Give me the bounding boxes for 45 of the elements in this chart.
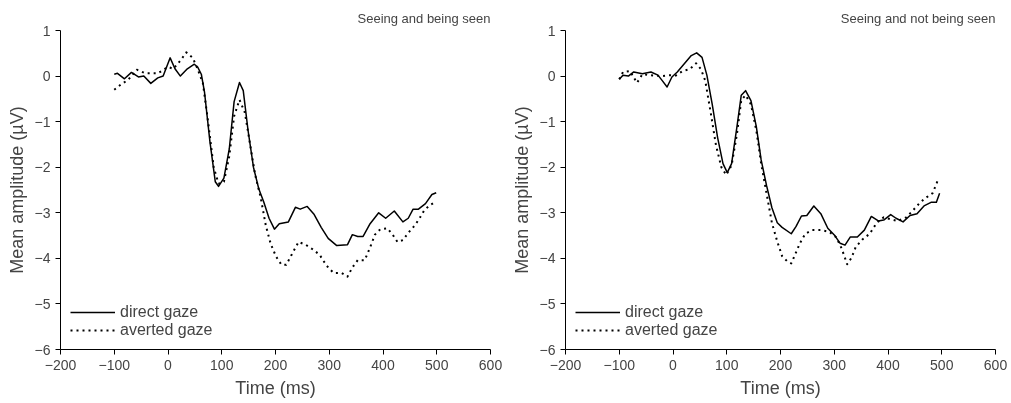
y-tick-label: 0: [42, 68, 51, 85]
y-tick-label: −1: [34, 113, 51, 130]
y-tick-label: −1: [539, 113, 556, 130]
x-tick-label: −100: [98, 356, 131, 373]
y-tick-label: −5: [539, 295, 556, 312]
legend-label: averted gaze: [120, 321, 213, 339]
legend-label: direct gaze: [120, 303, 199, 321]
y-axis-title: Mean amplitude (µV): [511, 106, 532, 274]
x-axis-title: Time (ms): [740, 377, 821, 398]
y-tick-label: −5: [34, 295, 51, 312]
x-tick-label: −100: [603, 356, 636, 373]
y-tick-label: −4: [34, 250, 51, 267]
legend-label: direct gaze: [625, 303, 704, 321]
x-tick-label: −200: [549, 356, 582, 373]
chart-title: Seeing and being seen: [357, 10, 491, 26]
x-tick-label: 500: [425, 356, 449, 373]
x-axis-title: Time (ms): [235, 377, 316, 398]
x-tick-label: 600: [478, 356, 503, 373]
x-tick-label: 100: [715, 356, 739, 373]
chart-title: Seeing and not being seen: [840, 10, 996, 26]
x-tick-label: 400: [371, 356, 395, 373]
y-axis-title: Mean amplitude (µV): [6, 106, 27, 274]
y-tick-label: 1: [547, 22, 556, 39]
x-tick-label: 200: [768, 356, 793, 373]
x-tick-label: 0: [164, 356, 173, 373]
x-tick-label: 300: [822, 356, 847, 373]
y-tick-label: −3: [539, 204, 556, 221]
y-tick-label: 0: [547, 68, 556, 85]
y-tick-label: −2: [539, 159, 556, 176]
legend-label: averted gaze: [625, 321, 718, 339]
y-tick-label: −2: [34, 159, 51, 176]
y-tick-label: 1: [42, 22, 51, 39]
x-tick-label: 400: [876, 356, 900, 373]
x-tick-label: 300: [317, 356, 342, 373]
y-tick-label: −4: [539, 250, 556, 267]
x-tick-label: 600: [983, 356, 1008, 373]
y-tick-label: −6: [34, 341, 51, 358]
y-tick-label: −6: [539, 341, 556, 358]
line-series: [113, 51, 436, 278]
x-tick-label: 500: [930, 356, 954, 373]
y-tick-label: −3: [34, 204, 51, 221]
x-tick-label: 200: [263, 356, 288, 373]
x-tick-label: 100: [210, 356, 234, 373]
x-tick-label: −200: [44, 356, 77, 373]
x-tick-label: 0: [669, 356, 678, 373]
